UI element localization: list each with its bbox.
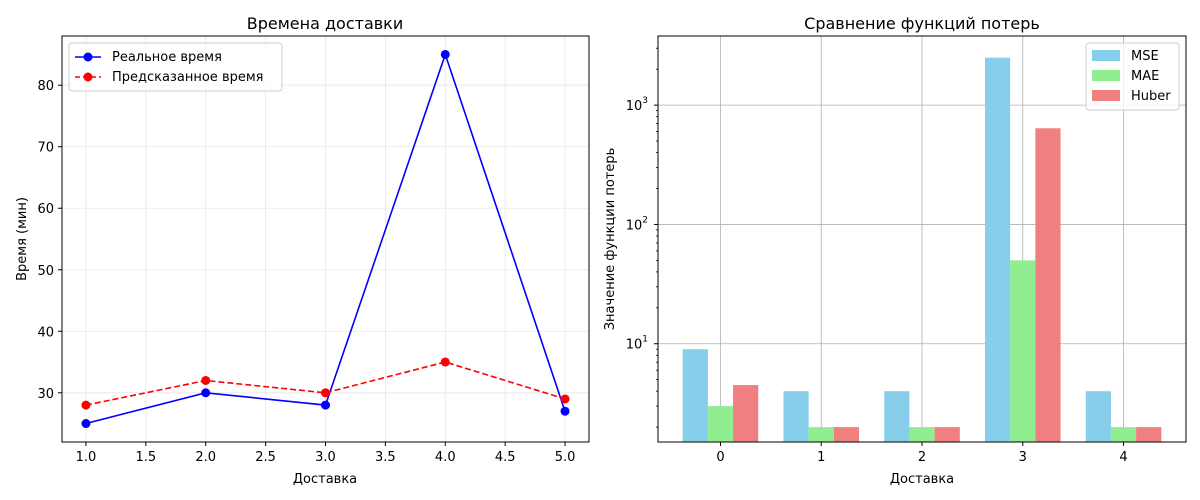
x-tick-label: 2.5 xyxy=(255,450,276,465)
x-ticks: 1.0 1.5 2.0 2.5 3.0 3.5 4.0 4.5 5.0 xyxy=(76,442,576,465)
bar-mse xyxy=(884,391,910,442)
data-point xyxy=(560,406,570,416)
x-ticks: 0 1 2 3 4 xyxy=(716,442,1128,465)
x-tick-label: 1.0 xyxy=(76,450,97,465)
legend-label-huber: Huber xyxy=(1131,89,1171,104)
x-tick-label: 1 xyxy=(817,450,825,465)
data-point xyxy=(440,357,450,367)
series-markers xyxy=(81,49,570,429)
bar-mse xyxy=(984,57,1011,443)
y-tick-label: 40 xyxy=(37,325,54,340)
data-point xyxy=(81,419,91,429)
bar-huber xyxy=(733,385,759,442)
x-tick-label: 2 xyxy=(918,450,926,465)
x-tick-label: 3 xyxy=(1019,450,1027,465)
legend: MSE MAE Huber xyxy=(1085,42,1180,111)
bar-mae xyxy=(909,427,935,442)
chart-title: Времена доставки xyxy=(247,14,404,33)
x-tick-label: 0 xyxy=(716,450,724,465)
legend-marker-real xyxy=(83,52,93,62)
x-tick-label: 5.0 xyxy=(555,450,576,465)
x-axis-label: Доставка xyxy=(293,472,357,487)
legend-label-mae: MAE xyxy=(1131,69,1159,84)
y-tick-label: 80 xyxy=(37,79,54,94)
legend-marker-predicted xyxy=(83,72,93,82)
y-tick-label: 103 xyxy=(626,96,648,114)
bar-huber xyxy=(934,427,960,442)
bar-mae xyxy=(1110,427,1137,442)
loss-comparison-chart: 0 1 2 3 4 101 102 103 Сравнение функций потерь… xyxy=(603,14,1187,487)
legend: Реальное время Предсказанное время xyxy=(68,42,283,92)
legend-label-real: Реальное время xyxy=(112,50,222,65)
x-tick-label: 4.5 xyxy=(495,450,516,465)
data-point xyxy=(81,400,91,410)
bar-mae xyxy=(808,427,834,442)
y-ticks: 30 40 50 60 70 80 xyxy=(37,79,62,402)
legend-swatch-mse xyxy=(1092,50,1120,61)
y-tick-label: 30 xyxy=(37,387,54,402)
x-tick-label: 3.5 xyxy=(375,450,396,465)
y-ticks: 101 102 103 xyxy=(626,47,658,428)
x-tick-label: 4 xyxy=(1119,450,1127,465)
bar-mse xyxy=(783,391,809,442)
x-axis-label: Доставка xyxy=(890,472,954,487)
y-tick-label: 101 xyxy=(626,335,648,353)
series-line-1 xyxy=(85,361,566,406)
bar-mse xyxy=(682,349,708,442)
bar-huber xyxy=(1136,427,1162,442)
y-axis-label: Значение функции потерь xyxy=(603,148,618,331)
data-point xyxy=(560,394,570,404)
y-tick-label: 60 xyxy=(37,202,54,217)
legend-label-predicted: Предсказанное время xyxy=(112,70,263,85)
chart-title: Сравнение функций потерь xyxy=(804,14,1040,33)
bar-mse xyxy=(1085,391,1111,442)
bar-mae xyxy=(1010,260,1036,442)
legend-swatch-mae xyxy=(1092,70,1120,81)
x-tick-label: 1.5 xyxy=(135,450,156,465)
data-point xyxy=(201,375,211,385)
data-point xyxy=(201,388,211,398)
bar-mae xyxy=(707,406,734,442)
data-point xyxy=(440,49,450,59)
x-tick-label: 3.0 xyxy=(315,450,336,465)
data-point xyxy=(321,400,330,410)
bar-huber xyxy=(1035,128,1061,442)
x-tick-label: 4.0 xyxy=(435,450,456,465)
y-tick-label: 70 xyxy=(37,141,54,156)
x-tick-label: 2.0 xyxy=(195,450,216,465)
y-tick-label: 102 xyxy=(626,215,648,233)
legend-swatch-huber xyxy=(1092,90,1120,101)
bar-huber xyxy=(833,427,860,442)
data-point xyxy=(321,388,330,398)
delivery-times-chart: 1.0 1.5 2.0 2.5 3.0 3.5 4.0 4.5 5.0 30 40 50 60 70 80… xyxy=(15,14,590,487)
legend-box xyxy=(68,42,283,92)
bars xyxy=(682,57,1162,443)
legend-label-mse: MSE xyxy=(1131,49,1159,64)
y-axis-label: Время (мин) xyxy=(15,197,30,281)
y-tick-label: 50 xyxy=(37,264,54,279)
